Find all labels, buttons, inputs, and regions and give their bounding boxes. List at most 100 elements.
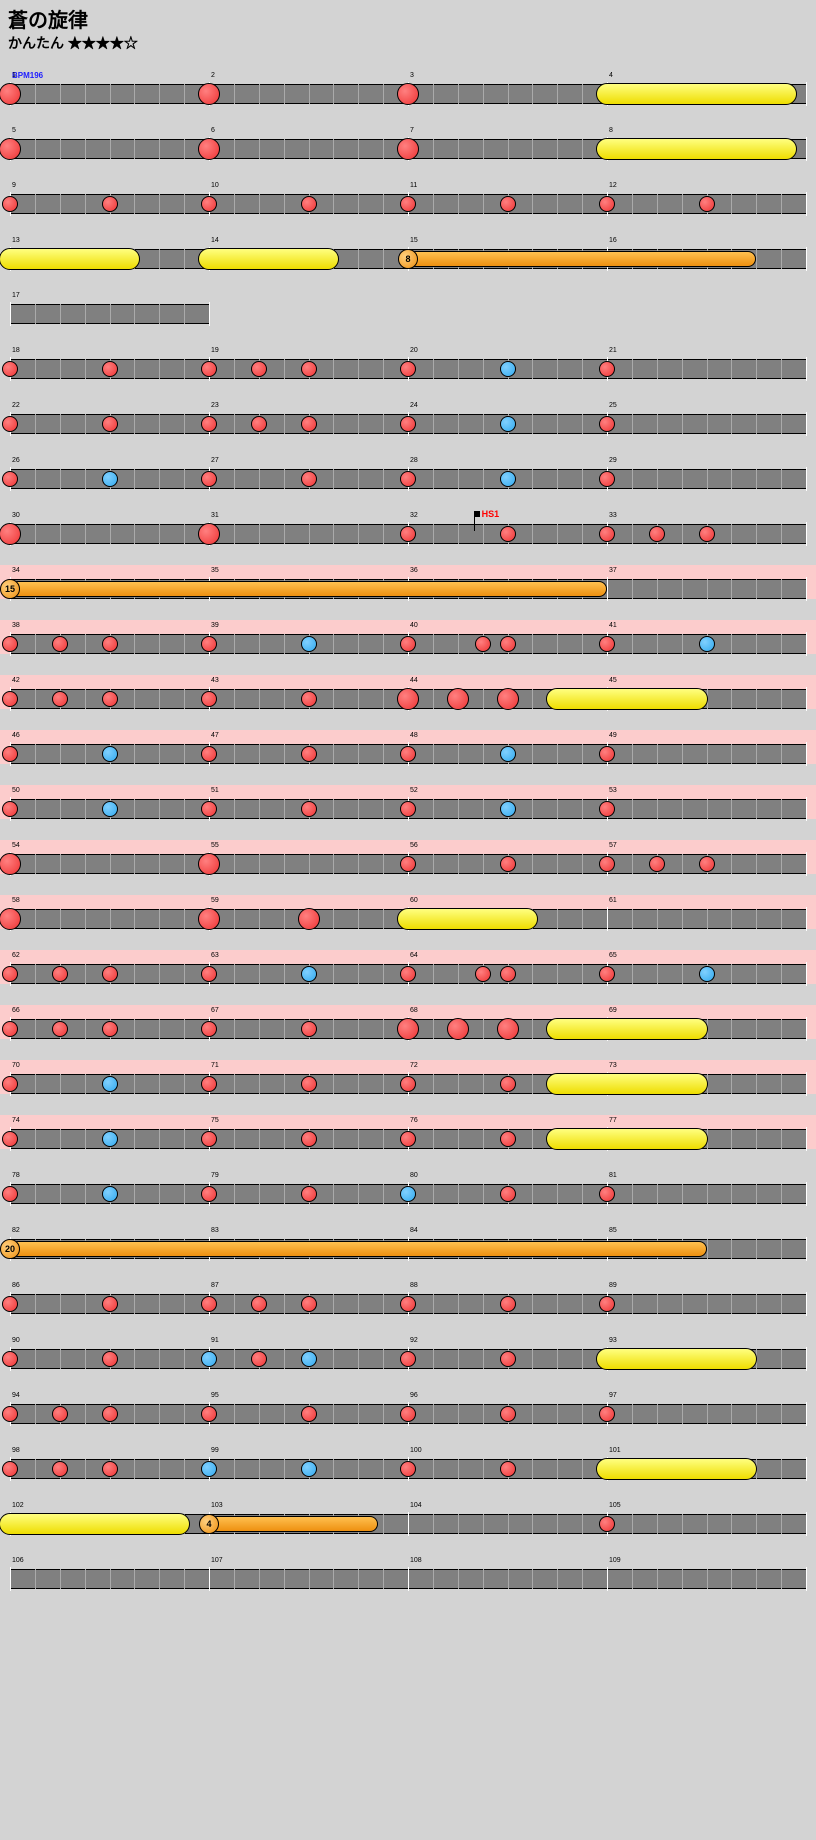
chart-row: 9101112 xyxy=(0,187,816,221)
don-note xyxy=(201,361,217,377)
chart-row: 54555657 xyxy=(0,847,816,881)
measure-number: 67 xyxy=(211,1007,219,1014)
don-note xyxy=(201,691,217,707)
measure-number: 81 xyxy=(609,1172,617,1179)
kat-note xyxy=(699,966,715,982)
kat-note xyxy=(500,361,516,377)
measure-number: 1 xyxy=(12,72,16,79)
measure-number: 55 xyxy=(211,842,219,849)
don-note xyxy=(400,1351,416,1367)
measure-number: 32 xyxy=(410,512,418,519)
measure-number: 38 xyxy=(12,622,20,629)
measure-number: 109 xyxy=(609,1557,621,1564)
roll-note xyxy=(0,1513,190,1535)
don-note xyxy=(102,361,118,377)
don-note xyxy=(301,1076,317,1092)
don-note xyxy=(52,1461,68,1477)
don-note xyxy=(497,1018,519,1040)
chart-row: 26272829 xyxy=(0,462,816,496)
don-note xyxy=(2,636,18,652)
don-note xyxy=(400,1131,416,1147)
measure-number: 89 xyxy=(609,1282,617,1289)
measure-number: 14 xyxy=(211,237,219,244)
measure-number: 24 xyxy=(410,402,418,409)
measure-number: 10 xyxy=(211,182,219,189)
measure-number: 104 xyxy=(410,1502,422,1509)
don-note xyxy=(2,196,18,212)
kat-note xyxy=(301,636,317,652)
don-note xyxy=(198,138,220,160)
don-note xyxy=(500,636,516,652)
don-note xyxy=(475,636,491,652)
measure-number: 95 xyxy=(211,1392,219,1399)
don-note xyxy=(0,908,21,930)
chart-row: 94959697 xyxy=(0,1397,816,1431)
don-note xyxy=(397,688,419,710)
don-note xyxy=(400,1296,416,1312)
measure-number: 73 xyxy=(609,1062,617,1069)
don-note xyxy=(52,691,68,707)
chart-row: 46474849 xyxy=(0,737,816,771)
measure-number: 71 xyxy=(211,1062,219,1069)
measure-number: 18 xyxy=(12,347,20,354)
measure-number: 33 xyxy=(609,512,617,519)
measure-number: 11 xyxy=(410,182,417,189)
don-note xyxy=(102,416,118,432)
don-note xyxy=(301,471,317,487)
balloon-head: 20 xyxy=(0,1239,20,1259)
roll-note xyxy=(596,138,797,160)
measure-number: 31 xyxy=(211,512,219,519)
measure-number: 51 xyxy=(211,787,219,794)
measure-number: 57 xyxy=(609,842,617,849)
measure-number: 68 xyxy=(410,1007,418,1014)
measure-number: 37 xyxy=(609,567,617,574)
measure-number: 41 xyxy=(609,622,617,629)
measure-number: 54 xyxy=(12,842,20,849)
measure-number: 75 xyxy=(211,1117,219,1124)
measure-number: 108 xyxy=(410,1557,422,1564)
chart-row: 18192021 xyxy=(0,352,816,386)
measure-number: 97 xyxy=(609,1392,617,1399)
chart-row: HS130313233 xyxy=(0,517,816,551)
don-note xyxy=(301,1406,317,1422)
kat-note xyxy=(102,746,118,762)
don-note xyxy=(699,196,715,212)
don-note xyxy=(599,636,615,652)
don-note xyxy=(699,856,715,872)
roll-note xyxy=(0,248,140,270)
measure-number: 47 xyxy=(211,732,219,739)
kat-note xyxy=(500,416,516,432)
roll-note xyxy=(546,1073,707,1095)
hs-label: HS1 xyxy=(482,509,500,519)
measure-number: 12 xyxy=(609,182,617,189)
don-note xyxy=(500,1131,516,1147)
don-note xyxy=(500,856,516,872)
measure-number: 99 xyxy=(211,1447,219,1454)
balloon-note xyxy=(209,1516,378,1532)
don-note xyxy=(699,526,715,542)
measure-number: 105 xyxy=(609,1502,621,1509)
don-note xyxy=(251,416,267,432)
measure-number: 45 xyxy=(609,677,617,684)
measure-number: 8 xyxy=(609,127,613,134)
measure-number: 76 xyxy=(410,1117,418,1124)
measure-number: 77 xyxy=(609,1117,617,1124)
chart-row: 8283848520 xyxy=(0,1232,816,1266)
kat-note xyxy=(102,1076,118,1092)
don-note xyxy=(198,83,220,105)
chart-row: 38394041 xyxy=(0,627,816,661)
chart-row: 86878889 xyxy=(0,1287,816,1321)
chart-row: 90919293 xyxy=(0,1342,816,1376)
measure-number: 102 xyxy=(12,1502,24,1509)
kat-note xyxy=(500,471,516,487)
don-note xyxy=(400,1076,416,1092)
measure-number: 3 xyxy=(410,72,414,79)
measure-number: 58 xyxy=(12,897,20,904)
measure-number: 101 xyxy=(609,1447,621,1454)
balloon-head: 8 xyxy=(398,249,418,269)
don-note xyxy=(497,688,519,710)
measure-number: 84 xyxy=(410,1227,418,1234)
don-note xyxy=(400,966,416,982)
don-note xyxy=(102,1406,118,1422)
measure-number: 79 xyxy=(211,1172,219,1179)
